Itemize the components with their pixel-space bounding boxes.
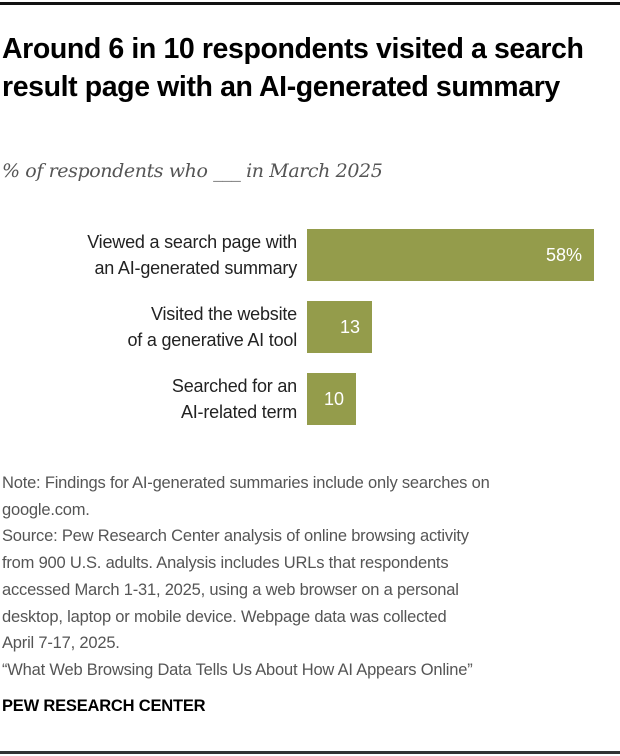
bar-row: Searched for an AI-related term 10: [0, 373, 620, 425]
source-line: from 900 U.S. adults. Analysis includes …: [2, 554, 449, 573]
bar-chart: Viewed a search page with an AI-generate…: [0, 229, 620, 425]
note-line: google.com.: [2, 500, 90, 519]
bar: 13: [307, 301, 372, 353]
source-line: accessed March 1-31, 2025, using a web b…: [2, 580, 459, 599]
chart-subtitle: % of respondents who ___ in March 2025: [2, 160, 383, 182]
bar-label-line: an AI-generated summary: [94, 258, 297, 278]
bar: 58%: [307, 229, 594, 281]
source-line: Source: Pew Research Center analysis of …: [2, 527, 469, 546]
bar-label-line: Viewed a search page with: [87, 232, 297, 252]
bar-value-label: 10: [323, 388, 344, 409]
source-line: April 7-17, 2025.: [2, 634, 120, 653]
bar-label-line: AI-related term: [180, 402, 297, 422]
chart-title: Around 6 in 10 respondents visited a sea…: [2, 33, 584, 103]
bar-label: Searched for an AI-related term: [172, 373, 297, 425]
notes-source: Note: Findings for AI-generated summarie…: [2, 470, 618, 684]
bar-label: Visited the website of a generative AI t…: [127, 301, 297, 353]
top-rule: [0, 2, 620, 5]
note-line: Note: Findings for AI-generated summarie…: [2, 474, 490, 492]
bar-value-label: 13: [339, 316, 360, 337]
bar: 10: [307, 373, 356, 425]
bar-row: Visited the website of a generative AI t…: [0, 301, 620, 353]
source-line: desktop, laptop or mobile device. Webpag…: [2, 607, 447, 626]
bottom-rule: [0, 751, 620, 754]
bar-row: Viewed a search page with an AI-generate…: [0, 229, 620, 281]
bar-label-line: Visited the website: [151, 304, 297, 324]
bar-value-label: 58%: [545, 244, 582, 265]
report-title-line: “What Web Browsing Data Tells Us About H…: [2, 660, 473, 679]
brand-logo-text: PEW RESEARCH CENTER: [2, 697, 206, 715]
bar-label-line: of a generative AI tool: [127, 330, 297, 350]
bar-label-line: Searched for an: [171, 376, 297, 396]
bar-label: Viewed a search page with an AI-generate…: [87, 229, 297, 281]
